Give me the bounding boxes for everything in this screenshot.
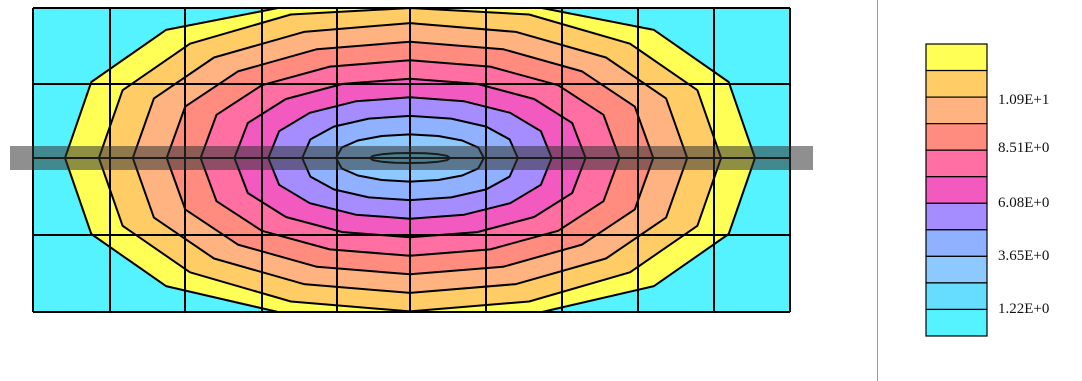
legend-swatch-10 bbox=[925, 282, 988, 311]
legend-label-3: 6.08E+0 bbox=[998, 195, 1050, 211]
legend-swatch-4 bbox=[925, 123, 988, 151]
legend-label-1: 1.09E+1 bbox=[998, 92, 1050, 108]
legend-swatch-7 bbox=[925, 202, 988, 231]
legend-swatch-8 bbox=[925, 229, 988, 257]
panel-divider bbox=[877, 0, 878, 381]
horizontal-bar bbox=[10, 146, 813, 170]
legend-swatch-9 bbox=[925, 255, 988, 284]
legend-label-4: 3.65E+0 bbox=[998, 248, 1050, 264]
legend-swatch-6 bbox=[925, 176, 988, 204]
legend-label-5: 1.22E+0 bbox=[998, 301, 1050, 317]
legend-swatch-3 bbox=[925, 96, 988, 125]
legend-swatch-5 bbox=[925, 149, 988, 178]
legend-swatch-2 bbox=[925, 69, 988, 98]
legend-swatch-1 bbox=[925, 43, 988, 72]
legend-label-2: 8.51E+0 bbox=[998, 140, 1050, 156]
contour-plot bbox=[10, 7, 813, 313]
legend-swatch-11 bbox=[925, 308, 988, 337]
